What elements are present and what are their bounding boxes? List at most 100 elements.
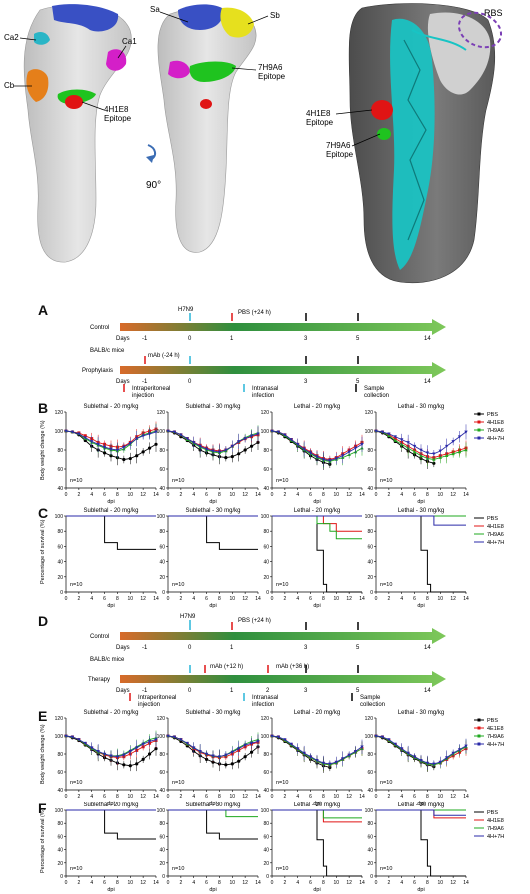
y-tick-label: 40	[159, 486, 165, 492]
legend-label: 4H+7H	[487, 742, 504, 748]
survival-line-PBS	[376, 809, 466, 877]
y-tick-label: 0	[266, 874, 269, 880]
x-tick-label: 4	[296, 596, 299, 602]
n-label: n=10	[276, 478, 288, 484]
y-tick-label: 40	[57, 848, 63, 854]
survival-line-PBS	[376, 515, 466, 593]
y-tick-label: 0	[370, 590, 373, 596]
x-tick-label: 10	[438, 596, 444, 602]
point-4H+7H	[224, 448, 228, 452]
point-4H+7H	[172, 430, 177, 434]
point-4H+7H	[289, 438, 293, 442]
point-4H+7H	[217, 755, 222, 759]
label-ca1: Ca1	[122, 37, 137, 46]
point-4H+7H	[211, 754, 215, 758]
point-4H+7H	[243, 437, 247, 441]
y-tick-label: 40	[159, 848, 165, 854]
point-4H+7H	[237, 440, 241, 444]
x-tick-label: 12	[346, 880, 352, 886]
point-4H+7H	[419, 448, 423, 452]
legend-label: 7H9A6	[487, 826, 504, 832]
y-tick-label: 40	[263, 486, 269, 492]
series-line-PBS	[271, 735, 331, 768]
point-7H9A6	[393, 438, 397, 442]
x-tick-label: 6	[205, 492, 208, 498]
point-4H1E8	[83, 434, 87, 438]
point-4H+7H	[283, 433, 287, 437]
survival-line-7H9A6	[272, 515, 362, 540]
point-4H+7H	[374, 734, 378, 738]
x-tick-label: 6	[205, 596, 208, 602]
label-h7n9-d: H7N9	[180, 614, 196, 620]
y-tick-label: 20	[159, 861, 165, 867]
x-tick-label: 2	[387, 596, 390, 602]
x-axis-label: dpi	[417, 887, 424, 893]
point-7H9A6	[445, 453, 449, 457]
x-tick-label: 6	[103, 596, 106, 602]
label-days-control-d: Days	[116, 645, 130, 651]
y-tick-label: 120	[261, 716, 270, 722]
rotate-arrowhead-icon	[146, 155, 154, 163]
y-tick-label: 40	[367, 848, 373, 854]
legend-label: PBS	[487, 412, 498, 418]
label-pbs: PBS (+24 h)	[238, 310, 271, 316]
point-4H+7H	[256, 740, 260, 744]
x-tick-label: 10	[334, 880, 340, 886]
point-7H9A6	[464, 448, 468, 452]
tick-d-t-14: 14	[424, 688, 431, 694]
x-tick-label: 14	[153, 596, 159, 602]
point-4H+7H	[400, 438, 404, 442]
point-4H+7H	[128, 442, 132, 446]
legend-injection-label: Intraperitoneal injection	[132, 386, 170, 399]
structure-figure: Ca2 Ca1 Cb 4H1E8 Epitope 90° Sa Sb 7H9A6 E…	[4, 3, 503, 284]
leader-ca1	[117, 45, 127, 59]
timeline-arrow-control	[120, 319, 446, 335]
label-prophylaxis: Prophylaxis	[82, 368, 113, 374]
x-tick-label: 6	[413, 492, 416, 498]
point-4H+7H	[276, 735, 281, 739]
x-tick-label: 12	[242, 794, 248, 800]
survival-line-PBS	[168, 515, 258, 550]
x-tick-label: 12	[450, 794, 456, 800]
panel-title: Lethal - 30 mg/kg	[398, 802, 444, 808]
point-4H+7H	[341, 454, 345, 458]
point-4H+7H	[328, 459, 332, 463]
point-4H+7H	[406, 441, 410, 445]
point-4H+7H	[115, 448, 120, 452]
x-tick-label: 2	[77, 492, 80, 498]
x-tick-label: 12	[242, 596, 248, 602]
x-tick-label: 14	[359, 794, 365, 800]
y-tick-label: 100	[157, 429, 166, 435]
legend-marker	[477, 718, 481, 722]
point-4H+7H	[400, 747, 404, 751]
point-4H+7H	[83, 436, 87, 440]
point-4H+7H	[166, 429, 170, 433]
label-rbs: RBS	[484, 8, 503, 18]
timeline-arrow-prophylaxis	[120, 362, 446, 378]
point-4H+7H	[230, 750, 234, 754]
point-4H+7H	[154, 738, 158, 742]
point-4H+7H	[432, 762, 436, 766]
x-tick-label: 2	[179, 596, 182, 602]
point-4H+7H	[256, 432, 260, 436]
y-tick-label: 80	[159, 752, 165, 758]
point-PBS	[432, 461, 436, 465]
legend-label: 4E1E8	[487, 726, 504, 732]
y-tick-label: 40	[57, 788, 63, 794]
legend-label: 7H9A6	[487, 428, 504, 434]
panel-title: Lethal - 30 mg/kg	[398, 710, 444, 716]
point-4H+7H	[90, 746, 94, 750]
point-PBS	[230, 762, 234, 766]
point-PBS	[102, 451, 107, 455]
y-tick-label: 40	[367, 788, 373, 794]
n-label: n=10	[380, 582, 392, 588]
point-4H+7H	[237, 747, 241, 751]
x-tick-label: 4	[90, 596, 93, 602]
x-tick-label: 4	[400, 596, 403, 602]
point-4H+7H	[141, 742, 145, 746]
tick-a-p-3: 3	[304, 379, 308, 385]
point-7H9A6	[412, 450, 417, 454]
series-line-PBS	[375, 735, 435, 768]
point-4H+7H	[90, 440, 94, 444]
point-PBS	[135, 454, 139, 458]
